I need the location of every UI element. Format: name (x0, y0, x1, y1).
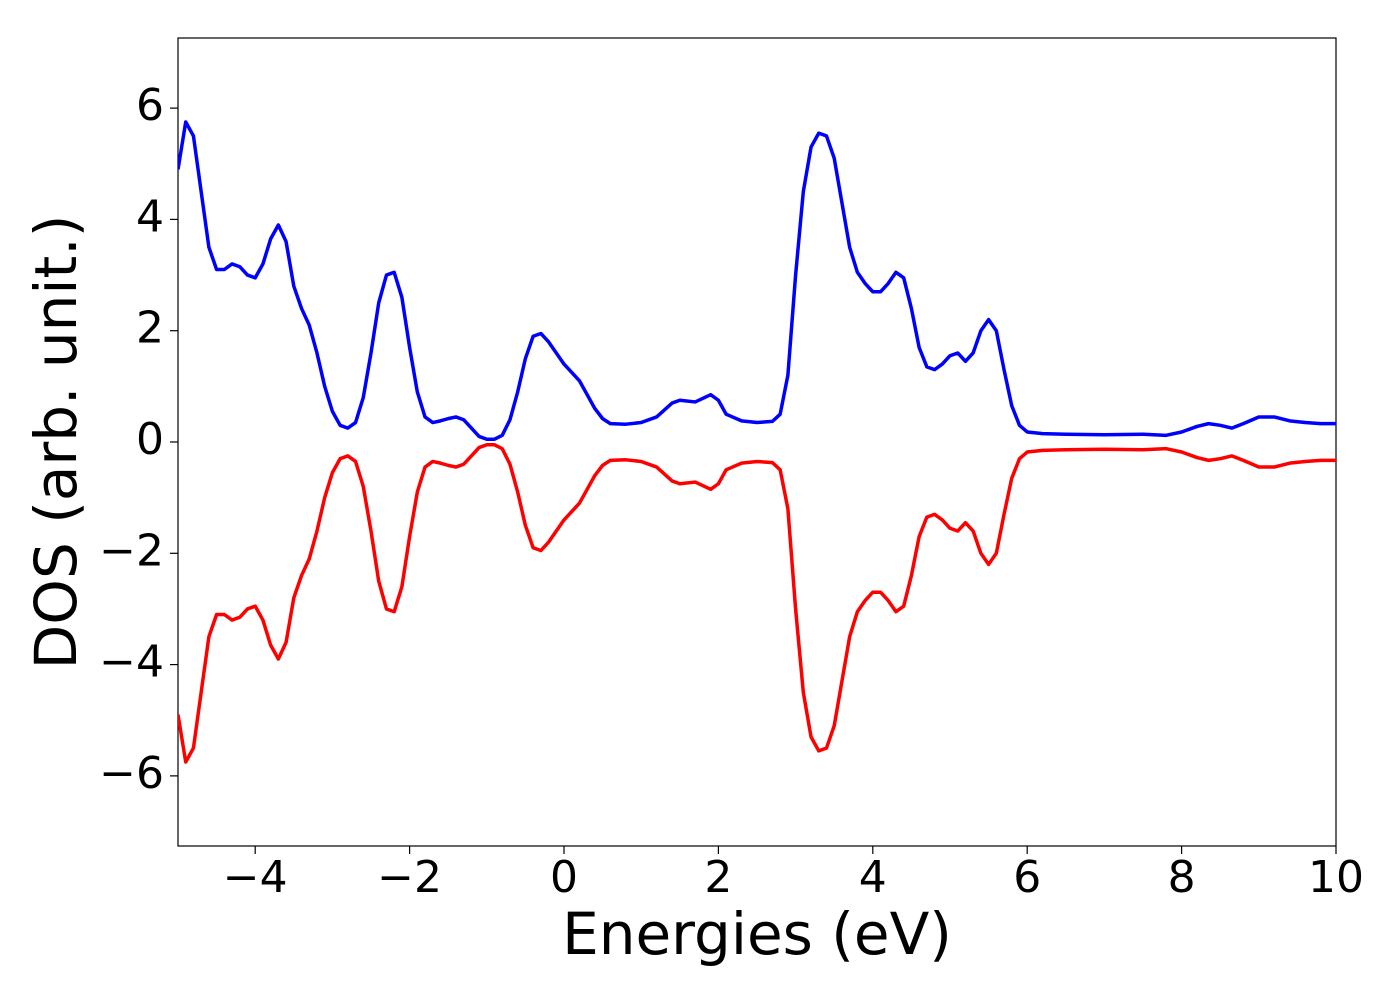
x-tick-label: 10 (1308, 852, 1364, 903)
y-tick-label: 0 (136, 414, 164, 465)
dos-line (178, 443, 1336, 764)
x-tick-label: 4 (859, 852, 887, 903)
x-axis-label: Energies (eV) (562, 900, 952, 968)
x-tick-label: 2 (704, 852, 732, 903)
y-axis-label: DOS (arb. unit.) (22, 215, 90, 670)
y-tick-label: −2 (99, 525, 164, 576)
x-tick-label: −2 (377, 852, 442, 903)
x-tick-label: 8 (1168, 852, 1196, 903)
y-tick-label: 6 (136, 80, 164, 131)
y-tick-label: −6 (99, 748, 164, 799)
dos-line (178, 120, 1336, 441)
x-tick-label: 6 (1013, 852, 1041, 903)
plot-frame (177, 37, 1337, 847)
x-tick-label: 0 (550, 852, 578, 903)
y-tick-label: 4 (136, 191, 164, 242)
x-tick-label: −4 (223, 852, 288, 903)
y-tick-label: 2 (136, 303, 164, 354)
y-tick-label: −4 (99, 637, 164, 688)
